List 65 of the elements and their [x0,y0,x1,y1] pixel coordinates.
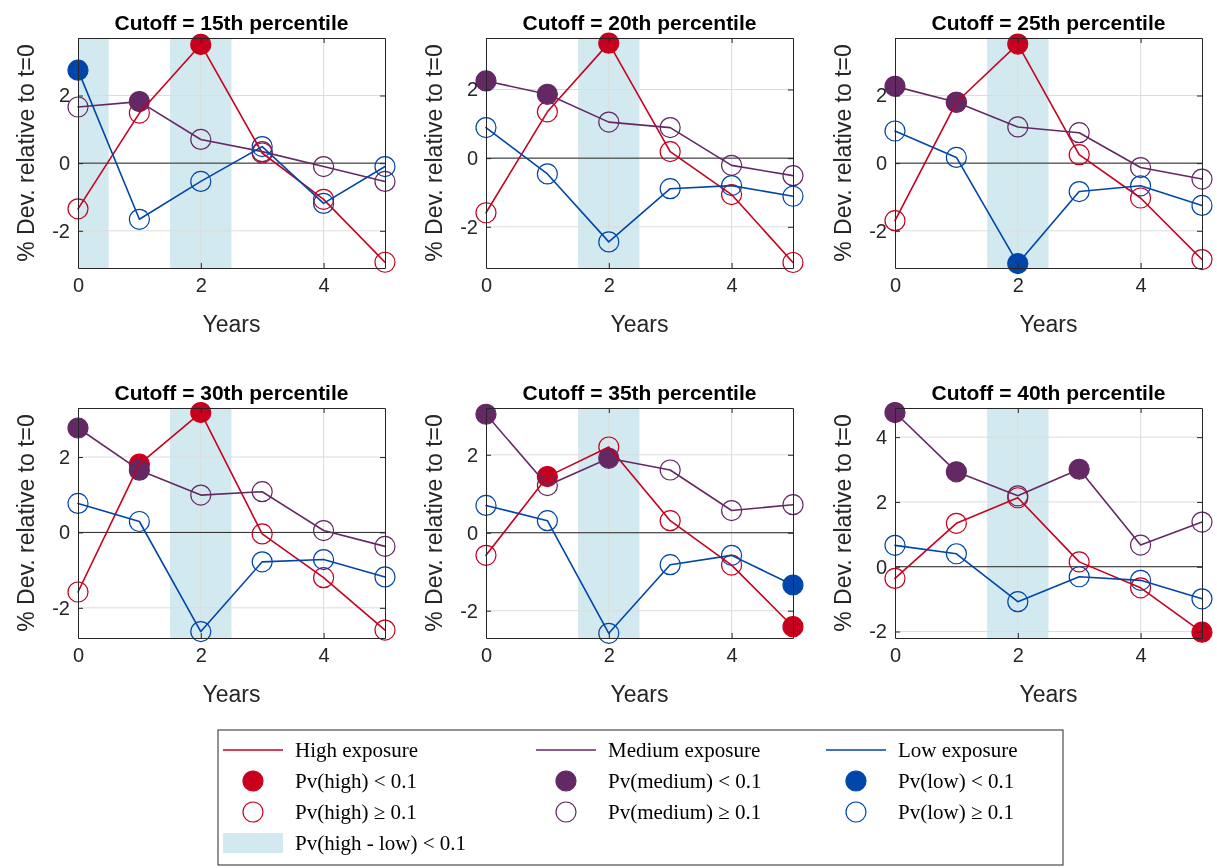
chart-title: Cutoff = 25th percentile [931,11,1166,34]
y-tick-label: -2 [460,215,478,238]
legend-label: Pv(high) ≥ 0.1 [295,800,417,824]
x-tick-label: 2 [1012,274,1024,297]
y-axis-title: % Dev. relative to t=0 [421,44,447,262]
y-tick-label: 2 [466,443,478,466]
x-tick-label: 0 [72,274,85,297]
chart-title: Cutoff = 15th percentile [114,11,349,34]
chart-title: Cutoff = 20th percentile [522,11,757,34]
y-tick-label: 2 [875,84,887,107]
legend-label: Pv(high - low) < 0.1 [295,831,467,855]
y-tick-label: 0 [875,555,887,578]
x-tick-label: 4 [726,274,738,297]
y-axis-title: % Dev. relative to t=0 [13,414,39,632]
x-tick-label: 4 [318,644,330,667]
chart-title: Cutoff = 40th percentile [931,381,1166,404]
x-tick-label: 0 [480,644,493,667]
y-tick-label: 0 [58,521,70,544]
x-tick-label: 0 [889,644,902,667]
chart-title: Cutoff = 35th percentile [522,381,757,404]
legend-label: Pv(low) < 0.1 [898,769,1015,793]
y-tick-label: 2 [58,84,70,107]
x-tick-label: 4 [1135,274,1147,297]
y-tick-label: -2 [869,620,887,643]
y-axis-title: % Dev. relative to t=0 [830,414,856,632]
x-tick-label: 2 [603,644,615,667]
y-tick-label: 2 [875,490,887,513]
y-tick-label: 2 [58,445,70,468]
y-tick-label: -2 [52,219,70,242]
y-tick-label: 4 [875,426,887,449]
legend-label: Pv(medium) ≥ 0.1 [608,800,762,824]
y-tick-label: -2 [460,599,478,622]
y-axis-title: % Dev. relative to t=0 [13,44,39,262]
y-tick-label: 0 [875,152,887,175]
y-tick-label: 2 [466,78,478,101]
legend-label: Medium exposure [608,738,761,762]
y-axis-title: % Dev. relative to t=0 [421,414,447,632]
y-tick-label: -2 [52,596,70,619]
x-axis-title: Years [1019,311,1078,337]
y-tick-label: -2 [869,219,887,242]
x-tick-label: 0 [480,274,493,297]
x-tick-label: 2 [195,274,207,297]
legend-label: Pv(high) < 0.1 [295,769,418,793]
chart-title: Cutoff = 30th percentile [114,381,349,404]
x-axis-title: Years [202,311,261,337]
x-tick-label: 4 [1135,644,1147,667]
x-axis-title: Years [1019,681,1078,707]
x-axis-title: Years [202,681,261,707]
legend-label: High exposure [295,738,419,762]
x-tick-label: 4 [726,644,738,667]
x-tick-label: 2 [603,274,615,297]
x-tick-label: 0 [889,274,902,297]
x-axis-title: Years [610,311,669,337]
x-tick-label: 2 [1012,644,1024,667]
y-axis-title: % Dev. relative to t=0 [830,44,856,262]
x-axis-title: Years [610,681,669,707]
y-tick-label: 0 [58,152,70,175]
x-tick-label: 0 [72,644,85,667]
legend-label: Pv(medium) < 0.1 [608,769,762,793]
x-tick-label: 2 [195,644,207,667]
y-tick-label: 0 [466,521,478,544]
legend-label: Low exposure [898,738,1018,762]
legend-label: Pv(low) ≥ 0.1 [898,800,1014,824]
x-tick-label: 4 [318,274,330,297]
y-tick-label: 0 [466,147,478,170]
